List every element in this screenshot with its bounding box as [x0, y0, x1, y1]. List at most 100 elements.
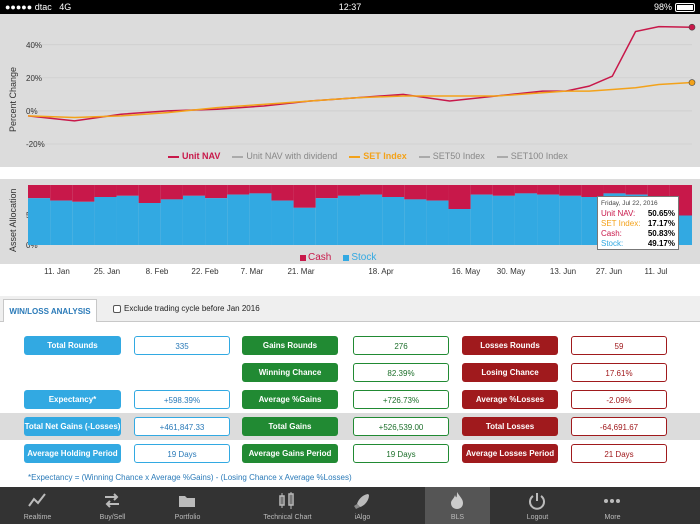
y-tick-label: 20% [26, 74, 42, 83]
stock-bar [249, 193, 272, 245]
x-tick-label: 11. Jul [645, 267, 668, 276]
tooltip-row: SET Index: 17.17% [601, 219, 675, 229]
stock-bar [404, 199, 427, 245]
cash-bar [625, 185, 648, 195]
stock-bar [227, 194, 250, 245]
legend-item[interactable]: Stock [343, 252, 377, 263]
average-losses-period-value: 21 Days [571, 444, 667, 463]
x-tick-label: 27. Jun [596, 267, 622, 276]
battery-level: 98% [653, 2, 672, 12]
exclude-label: Exclude trading cycle before Jan 2016 [124, 304, 260, 313]
cash-bar [492, 185, 515, 196]
performance-chart-svg: Percent Change 40% 20% 0% -20% [8, 23, 696, 149]
nav-item-portfolio[interactable]: Portfolio [150, 487, 225, 524]
performance-y-ticks: 40% 20% 0% -20% [26, 41, 45, 149]
nav-label-logout: Logout [526, 514, 549, 521]
allocation-chart-svg: Asset Allocation 50%0% [8, 185, 692, 252]
exclude-checkbox[interactable] [113, 304, 121, 313]
fire-icon [451, 492, 463, 509]
exclude-toggle[interactable]: Exclude trading cycle before Jan 2016 [113, 304, 260, 313]
network: 4G [59, 2, 72, 12]
y-tick-label: -20% [26, 140, 45, 149]
more-dots-icon [604, 499, 620, 503]
stock-bar [337, 195, 360, 245]
stock-bar [205, 198, 228, 245]
legend-label: Unit NAV [182, 151, 221, 161]
nav-item-logout[interactable]: Logout [500, 487, 575, 524]
x-tick-label: 11. Jan [44, 267, 70, 276]
average-losses-label: Average %Losses [462, 390, 558, 409]
legend-item[interactable]: SET100 Index [496, 151, 568, 161]
total-losses-value: -64,691.67 [571, 417, 667, 436]
gains-rounds-value: 276 [353, 336, 449, 355]
carrier-network: ●●●●● dtac 4G [5, 2, 71, 12]
gains-rounds-label: Gains Rounds [242, 336, 338, 355]
nav-item-more[interactable]: More [575, 487, 650, 524]
status-bar: ●●●●● dtac 4G 12:37 98% [0, 0, 700, 14]
tooltip-date: Friday, Jul 22, 2016 [601, 200, 658, 207]
legend-item[interactable]: Cash [300, 252, 331, 263]
cash-bar [426, 185, 449, 201]
x-tick-label: 22. Feb [191, 267, 219, 276]
average-gains-label: Average %Gains [242, 390, 338, 409]
cash-bar [647, 185, 670, 197]
y-tick-label: 0% [26, 107, 38, 116]
nav-label-realtime: Realtime [23, 514, 52, 521]
winning-chance-label: Winning Chance [242, 363, 338, 382]
carrier: dtac [34, 2, 52, 12]
cash-bar [448, 185, 471, 209]
cash-bar [227, 185, 250, 195]
tooltip-row-value: 49.17% [647, 239, 675, 248]
nav-item-bls[interactable]: BLS [425, 487, 490, 524]
stock-bar [182, 195, 206, 245]
cash-bar [182, 185, 206, 196]
cash-bar [537, 185, 560, 195]
series-line-set-index [27, 81, 693, 119]
cash-bar [382, 185, 405, 197]
y-tick-label: 40% [26, 41, 42, 50]
legend-swatch [418, 155, 430, 158]
legend-swatch [232, 155, 244, 158]
cash-bar [28, 185, 51, 199]
stock-bar [360, 194, 383, 245]
nav-item-buy-sell[interactable]: Buy/Sell [75, 487, 150, 524]
tab-win-loss-analysis[interactable]: WIN/LOSS ANALYSIS [3, 299, 97, 322]
legend-item[interactable]: SET50 Index [418, 151, 485, 161]
stock-bar [138, 203, 161, 245]
total-rounds-value: 335 [134, 336, 230, 355]
stock-bar [94, 197, 117, 245]
legend-item[interactable]: Unit NAV [168, 151, 220, 161]
losing-chance-label: Losing Chance [462, 363, 558, 382]
expectancy-formula-note: *Expectancy = (Winning Chance x Average … [28, 473, 352, 482]
winning-chance-value: 82.39% [353, 363, 449, 382]
nav-item-technical-chart[interactable]: Technical Chart [250, 487, 325, 524]
legend-item[interactable]: SET Index [349, 151, 407, 161]
legend-label: Stock [351, 252, 377, 263]
tooltip-row: Cash: 50.83% [601, 229, 675, 239]
nav-label-portfolio: Portfolio [174, 514, 201, 521]
cash-bar [514, 185, 538, 194]
cash-bar [360, 185, 383, 195]
stock-bar [315, 198, 338, 245]
x-axis: 11. Jan 25. Jan 8. Feb 22. Feb 7. Mar 21. Mar… [44, 267, 668, 276]
nav-label-buy-sell: Buy/Sell [99, 514, 126, 521]
losses-rounds-label: Losses Rounds [462, 336, 558, 355]
stock-bar [537, 194, 560, 245]
nav-item-ialgo[interactable]: iAlgo [325, 487, 400, 524]
tooltip-rows: Unit NAV: 50.65% SET Index: 17.17% Cash: 50.8… [601, 209, 675, 249]
losses-rounds-value: 59 [571, 336, 667, 355]
expectancy-label: Expectancy* [24, 390, 121, 409]
x-tick-label: 8. Feb [146, 267, 169, 276]
stock-bar [426, 200, 449, 245]
stock-bar [116, 195, 139, 245]
nav-item-realtime[interactable]: Realtime [0, 487, 75, 524]
cash-bar [581, 185, 604, 197]
x-tick-label: 7. Mar [241, 267, 264, 276]
cash-bar [404, 185, 427, 200]
legend-item[interactable]: Unit NAV with dividend [232, 151, 337, 161]
nav-label-bls: BLS [450, 514, 465, 521]
legend-swatch [349, 155, 361, 158]
cash-bar [271, 185, 294, 201]
stock-bar [559, 195, 582, 245]
cash-bar [293, 185, 316, 208]
